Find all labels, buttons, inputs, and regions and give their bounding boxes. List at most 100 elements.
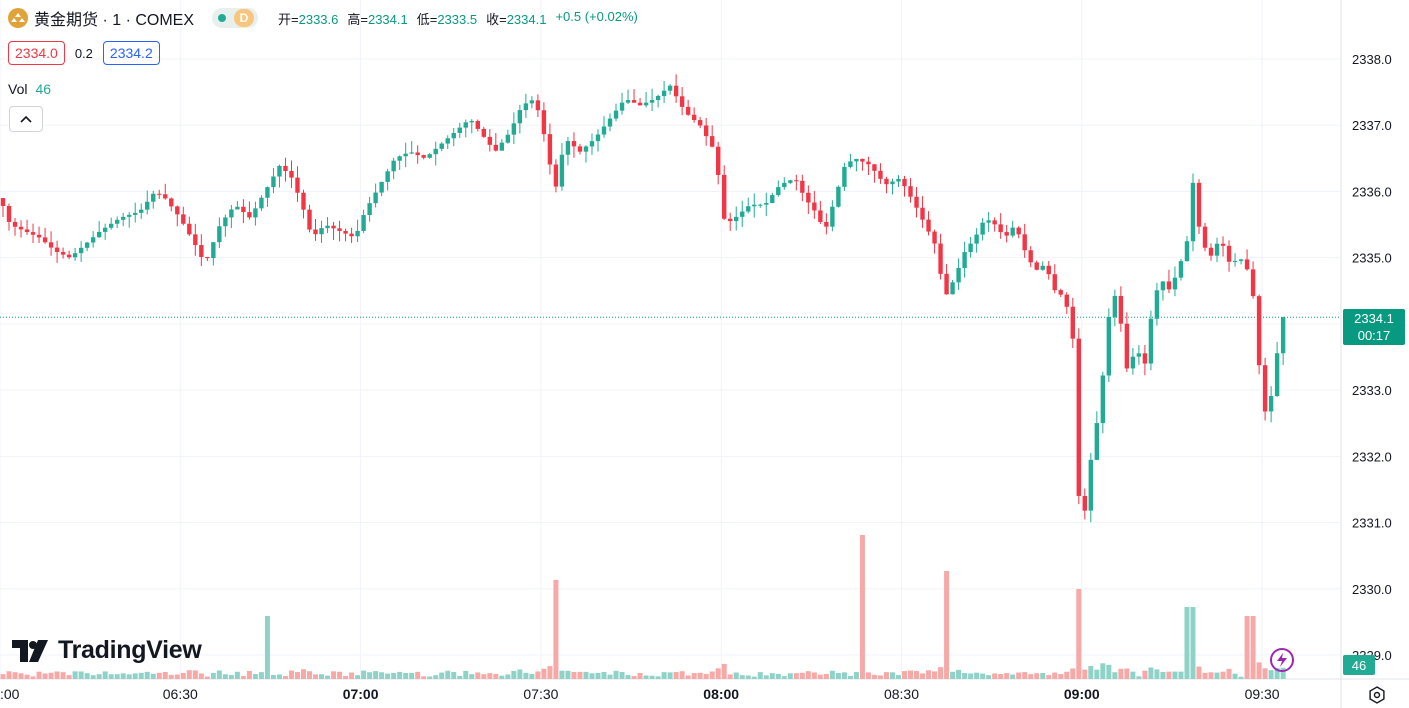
candle bbox=[746, 197, 751, 214]
volume-bar bbox=[234, 671, 240, 679]
volume-bar bbox=[288, 670, 294, 679]
candle bbox=[415, 145, 420, 164]
candle-body bbox=[938, 243, 943, 274]
candle bbox=[1280, 316, 1286, 365]
candle bbox=[373, 183, 378, 208]
x-tick-label: 07:00 bbox=[343, 686, 379, 702]
candle-body bbox=[337, 228, 342, 231]
candle bbox=[944, 263, 949, 295]
candle-body bbox=[1250, 269, 1256, 297]
candle-body bbox=[830, 206, 835, 227]
candle bbox=[1100, 371, 1106, 434]
candle-body bbox=[740, 211, 745, 217]
candle bbox=[764, 192, 769, 217]
candle-body bbox=[90, 237, 96, 243]
candle-body bbox=[836, 186, 841, 207]
y-tick-label: 2333.0 bbox=[1352, 383, 1392, 398]
candle bbox=[661, 81, 667, 104]
candle bbox=[848, 153, 853, 169]
volume-bar bbox=[883, 672, 889, 679]
candle-body bbox=[926, 219, 931, 232]
candle-body bbox=[601, 126, 607, 135]
candle bbox=[235, 200, 240, 210]
candle bbox=[90, 231, 96, 248]
candle-body bbox=[1226, 245, 1232, 262]
volume-bar bbox=[529, 673, 535, 679]
candle bbox=[986, 211, 991, 232]
volume-bar bbox=[1274, 668, 1280, 679]
candle-body bbox=[854, 158, 859, 162]
candle bbox=[337, 220, 342, 242]
volume-bar bbox=[1256, 662, 1262, 679]
volume-bar bbox=[944, 571, 950, 679]
candle bbox=[902, 175, 907, 197]
candle bbox=[571, 132, 577, 158]
candle-body bbox=[1172, 277, 1178, 290]
volume-bar bbox=[811, 672, 817, 679]
volume-bar bbox=[252, 674, 258, 679]
volume-bar bbox=[96, 674, 102, 679]
volume-bar bbox=[877, 675, 883, 679]
candle-body bbox=[728, 218, 733, 222]
candle-body bbox=[211, 242, 216, 259]
candle-body bbox=[685, 106, 691, 115]
volume-bar bbox=[1100, 663, 1106, 679]
x-tick-label: 06:30 bbox=[163, 686, 198, 702]
collapse-legend-button[interactable] bbox=[9, 106, 43, 132]
candle bbox=[511, 112, 517, 144]
candle bbox=[451, 127, 456, 147]
symbol-title[interactable]: 黄金期货 · 1 · COMEX bbox=[34, 12, 195, 29]
candle bbox=[36, 226, 42, 243]
candle bbox=[463, 119, 468, 138]
candle bbox=[998, 213, 1003, 239]
candle bbox=[211, 242, 216, 266]
candle-body bbox=[1004, 232, 1009, 236]
price-axis[interactable]: 2338.02337.02336.02335.02334.02333.02332… bbox=[1352, 52, 1392, 663]
candle-body bbox=[102, 227, 108, 232]
volume-bar bbox=[938, 667, 944, 679]
candle bbox=[1142, 344, 1148, 376]
candle bbox=[1088, 452, 1094, 523]
y-tick-label: 2332.0 bbox=[1352, 449, 1392, 464]
candle bbox=[794, 174, 799, 191]
sell-price-button[interactable]: 2334.0 bbox=[8, 41, 65, 65]
volume-bar bbox=[307, 671, 313, 679]
candle bbox=[1124, 312, 1130, 373]
candle bbox=[1052, 264, 1057, 294]
last-volume-value: 46 bbox=[1352, 658, 1366, 673]
tradingview-logo[interactable]: TradingView bbox=[12, 636, 202, 665]
lightning-icon[interactable] bbox=[1270, 648, 1294, 672]
candle-body bbox=[78, 247, 84, 254]
volume-bar bbox=[1040, 673, 1046, 679]
volume-bar bbox=[781, 676, 787, 679]
candle bbox=[271, 168, 276, 194]
market-status[interactable]: D bbox=[212, 8, 259, 28]
candle-body bbox=[1190, 182, 1196, 242]
candle-body bbox=[1070, 306, 1075, 339]
candle bbox=[60, 247, 66, 259]
volume-bar bbox=[631, 675, 637, 679]
candle bbox=[139, 203, 144, 219]
candle-body bbox=[1094, 423, 1100, 460]
gear-icon[interactable] bbox=[1367, 685, 1387, 705]
candle bbox=[541, 102, 547, 142]
buy-price-button[interactable]: 2334.2 bbox=[102, 41, 160, 65]
candle-body bbox=[96, 231, 102, 238]
volume-bar bbox=[1004, 673, 1010, 679]
candle bbox=[1040, 261, 1045, 271]
candle-body bbox=[1010, 227, 1015, 236]
volume-bar bbox=[397, 671, 403, 679]
volume-label: Vol bbox=[8, 81, 28, 97]
candle-body bbox=[1064, 294, 1069, 307]
candle-body bbox=[253, 208, 258, 218]
candle bbox=[938, 233, 943, 280]
candle bbox=[403, 142, 408, 168]
change-value: +0.5 (+0.02%) bbox=[555, 8, 638, 24]
last-volume-label: 46 bbox=[1343, 655, 1375, 675]
volume-bar bbox=[313, 674, 319, 679]
volume-bar bbox=[733, 672, 739, 679]
time-axis[interactable]: :00 06:30 07:00 07:30 08:00 08:30 09:00 09:30 bbox=[0, 686, 1280, 702]
candle-body bbox=[169, 198, 174, 207]
candle bbox=[836, 185, 841, 208]
